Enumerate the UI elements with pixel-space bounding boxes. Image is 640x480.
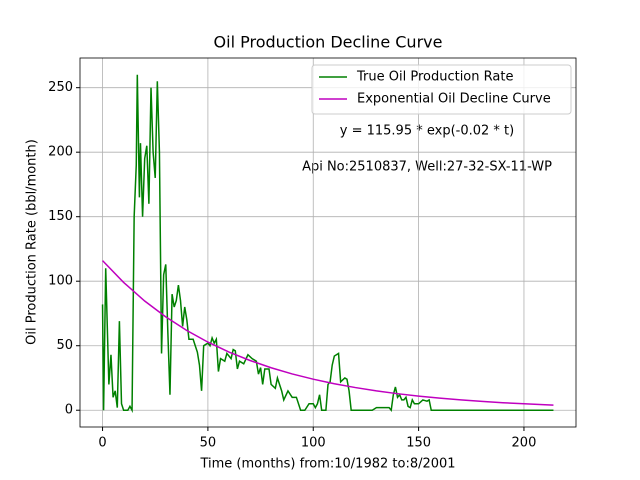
legend-label: Exponential Oil Decline Curve [357, 92, 551, 107]
x-axis-label: Time (months) from:10/1982 to:8/2001 [199, 457, 455, 472]
y-tick-label: 0 [65, 403, 73, 418]
y-tick-label: 150 [48, 209, 73, 224]
series-line [101, 74, 554, 414]
y-tick-label: 200 [48, 145, 73, 160]
chart-title: Oil Production Decline Curve [214, 33, 443, 52]
legend-box [311, 64, 572, 115]
annotation: Api No:2510837, Well:27-32-SX-11-WP [302, 160, 552, 175]
x-tick-label: 150 [406, 436, 431, 451]
y-tick-label: 100 [48, 274, 73, 289]
x-tick-label: 100 [301, 436, 326, 451]
y-axis-label: Oil Production Rate (bbl/month) [25, 139, 40, 345]
y-tick-label: 250 [48, 80, 73, 95]
x-tick-label: 50 [200, 436, 217, 451]
legend-label: True Oil Production Rate [356, 70, 513, 85]
x-tick-label: 200 [512, 436, 537, 451]
axes-frame [79, 57, 577, 428]
series-line [102, 260, 554, 406]
annotation: y = 115.95 * exp(-0.02 * t) [340, 124, 514, 139]
y-tick-label: 50 [56, 338, 73, 353]
x-tick-label: 0 [98, 436, 106, 451]
